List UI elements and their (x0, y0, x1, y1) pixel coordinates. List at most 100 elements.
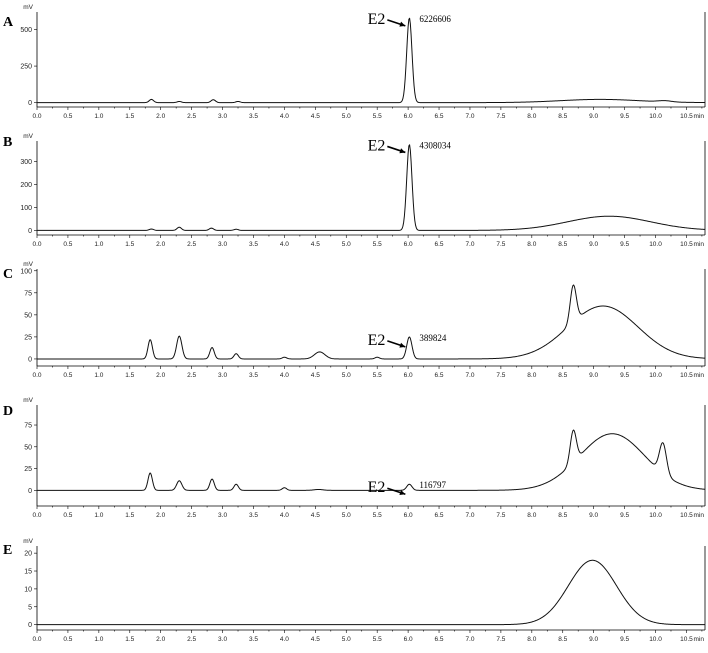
x-tick-label: 7.0 (465, 512, 474, 519)
x-tick-label: 10.5 (680, 372, 693, 379)
panel-letter-b: B (3, 135, 12, 150)
x-tick-label: 3.5 (249, 113, 258, 120)
x-tick-label: 10.5 (680, 113, 693, 120)
panel-letter-d: D (3, 404, 13, 419)
peak-label-e2: E2 (368, 137, 386, 154)
panel-letter-a: A (3, 15, 14, 30)
y-unit-label: mV (23, 133, 33, 140)
chromatogram-trace (37, 17, 705, 104)
x-tick-label: 9.0 (589, 636, 598, 643)
x-tick-label: 7.5 (496, 241, 505, 248)
x-tick-label: 2.0 (156, 113, 165, 120)
x-tick-label: 3.0 (218, 372, 227, 379)
chromatogram-trace (37, 144, 706, 231)
x-tick-label: 5.5 (373, 113, 382, 120)
x-tick-label: 1.0 (94, 636, 103, 643)
x-tick-label: 4.5 (311, 113, 320, 120)
x-tick-label: 9.5 (620, 372, 629, 379)
x-tick-label: 6.0 (404, 241, 413, 248)
x-tick-label: 2.0 (156, 512, 165, 519)
y-tick-label: 300 (20, 159, 32, 166)
y-tick-label: 200 (20, 182, 32, 189)
x-tick-label: 8.5 (558, 241, 567, 248)
x-unit-label: min (694, 636, 705, 643)
chromatogram-panel-a: AmV 0.0 0.5 1.0 1.5 2.0 2.5 3.0 3.5 4.0 4.5 5.0 5.5 6… (3, 4, 706, 120)
y-unit-label: mV (23, 538, 33, 545)
x-tick-label: 9.0 (589, 241, 598, 248)
x-tick-label: 3.0 (218, 512, 227, 519)
x-tick-label: 8.0 (527, 113, 536, 120)
x-tick-label: 0.0 (32, 241, 41, 248)
x-tick-label: 3.5 (249, 241, 258, 248)
x-tick-label: 4.5 (311, 241, 320, 248)
x-tick-label: 6.5 (435, 113, 444, 120)
x-tick-label: 6.5 (435, 512, 444, 519)
x-tick-label: 1.0 (94, 113, 103, 120)
x-unit-label: min (694, 372, 705, 379)
y-tick-label: 10 (24, 586, 32, 593)
y-tick-label: 15 (24, 569, 32, 576)
x-tick-label: 9.0 (589, 512, 598, 519)
y-tick-label: 50 (24, 312, 32, 319)
x-tick-label: 7.0 (465, 241, 474, 248)
x-tick-label: 10.0 (649, 512, 662, 519)
x-tick-label: 10.5 (680, 241, 693, 248)
y-tick-label: 0 (28, 228, 32, 235)
x-tick-label: 2.5 (187, 372, 196, 379)
x-tick-label: 6.5 (435, 636, 444, 643)
x-tick-label: 3.5 (249, 372, 258, 379)
x-tick-label: 4.0 (280, 512, 289, 519)
x-tick-label: 1.0 (94, 241, 103, 248)
x-tick-label: 1.5 (125, 636, 134, 643)
y-tick-label: 75 (24, 290, 32, 297)
x-tick-label: 5.0 (342, 241, 351, 248)
peak-area-value: 4308034 (419, 140, 451, 150)
peak-arrow-head (399, 21, 406, 27)
peak-label-e2: E2 (368, 479, 386, 496)
x-tick-label: 0.5 (63, 241, 72, 248)
x-tick-label: 6.0 (404, 636, 413, 643)
x-tick-label: 6.0 (404, 372, 413, 379)
x-tick-label: 3.5 (249, 636, 258, 643)
x-tick-label: 8.0 (527, 241, 536, 248)
x-tick-label: 3.5 (249, 512, 258, 519)
x-tick-label: 5.5 (373, 241, 382, 248)
x-tick-label: 9.5 (620, 113, 629, 120)
x-tick-label: 5.5 (373, 512, 382, 519)
x-tick-label: 6.5 (435, 241, 444, 248)
x-tick-label: 1.0 (94, 372, 103, 379)
x-unit-label: min (694, 113, 705, 120)
x-tick-label: 4.5 (311, 372, 320, 379)
y-unit-label: mV (23, 4, 33, 11)
y-tick-label: 20 (24, 551, 32, 558)
y-tick-label: 0 (28, 100, 32, 107)
y-tick-label: 50 (24, 444, 32, 451)
y-tick-label: 5 (28, 604, 32, 611)
x-tick-label: 5.0 (342, 512, 351, 519)
x-tick-label: 4.0 (280, 636, 289, 643)
x-tick-label: 10.0 (649, 113, 662, 120)
peak-label-e2: E2 (368, 11, 386, 28)
x-tick-label: 9.5 (620, 241, 629, 248)
y-unit-label: mV (23, 261, 33, 268)
x-tick-label: 7.0 (465, 372, 474, 379)
x-tick-label: 4.0 (280, 372, 289, 379)
x-unit-label: min (694, 241, 705, 248)
x-tick-label: 3.0 (218, 113, 227, 120)
y-tick-label: 100 (20, 268, 32, 275)
x-tick-label: 0.5 (63, 636, 72, 643)
chromatogram-trace (37, 429, 706, 491)
peak-label-e2: E2 (368, 332, 386, 349)
x-tick-label: 1.0 (94, 512, 103, 519)
x-tick-label: 2.5 (187, 241, 196, 248)
x-tick-label: 3.0 (218, 241, 227, 248)
x-tick-label: 8.0 (527, 512, 536, 519)
x-tick-label: 9.0 (589, 372, 598, 379)
x-tick-label: 8.5 (558, 113, 567, 120)
y-tick-label: 500 (20, 27, 32, 34)
x-tick-label: 0.5 (63, 113, 72, 120)
x-tick-label: 0.0 (32, 113, 41, 120)
x-tick-label: 0.5 (63, 512, 72, 519)
